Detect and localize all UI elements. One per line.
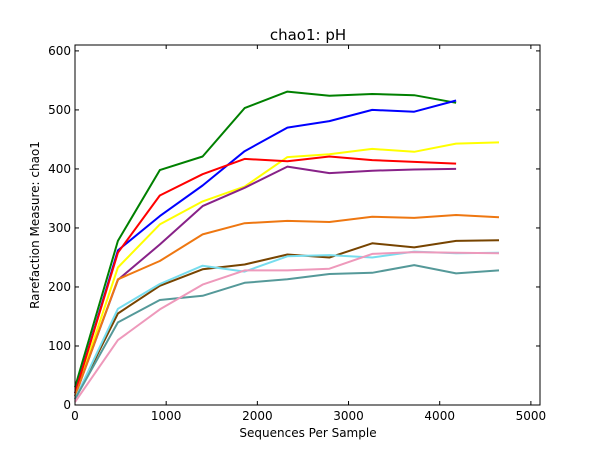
x-axis-title: Sequences Per Sample: [239, 426, 376, 440]
y-tick-label: 300: [48, 221, 71, 235]
series-line-3: [74, 141, 500, 397]
plot-frame: [74, 44, 541, 406]
y-tick-label: 200: [48, 280, 71, 294]
series-line-6: [74, 214, 500, 397]
x-tick-label: 3000: [333, 409, 364, 423]
ticks-layer: 0 1000 2000 3000 4000 5000 0 100 200 300 400 500 600: [48, 44, 546, 423]
y-tick-label: 0: [63, 398, 71, 412]
y-tick-label: 100: [48, 339, 71, 353]
y-axis-title: Rarefaction Measure: chao1: [28, 141, 42, 309]
series-line-10: [74, 251, 500, 403]
x-tick-label: 0: [71, 409, 79, 423]
x-tick-label: 4000: [424, 409, 455, 423]
series-layer: [74, 90, 500, 403]
x-tick-label: 5000: [516, 409, 547, 423]
series-line-2: [74, 99, 457, 394]
series-line-5: [74, 165, 457, 397]
chart-title: chao1: pH: [270, 26, 346, 44]
y-tick-label: 500: [48, 103, 71, 117]
series-line-1: [74, 90, 457, 388]
x-tick-label: 1000: [151, 409, 182, 423]
series-line-9: [74, 264, 500, 400]
x-tick-label: 2000: [242, 409, 273, 423]
series-line-7: [74, 239, 500, 400]
series-line-4: [74, 155, 457, 394]
y-tick-label: 600: [48, 44, 71, 58]
y-tick-label: 400: [48, 162, 71, 176]
